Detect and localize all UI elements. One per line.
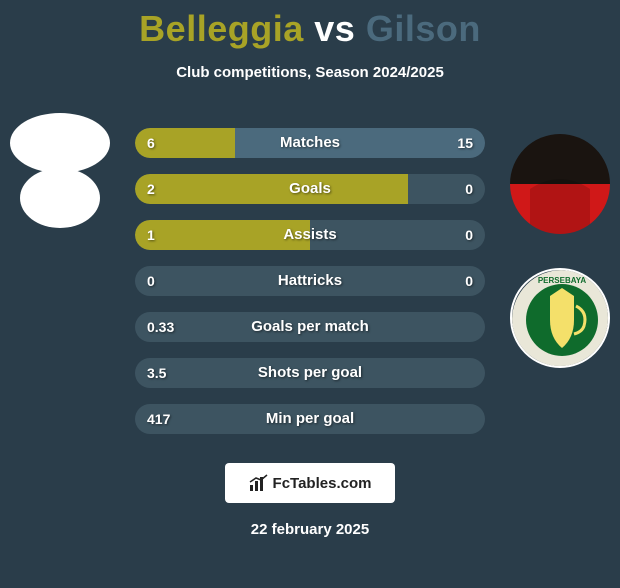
- stat-value-left: 0.33: [147, 312, 174, 342]
- stat-label: Matches: [135, 128, 485, 158]
- stat-value-left: 2: [147, 174, 155, 204]
- comparison-date: 22 february 2025: [0, 521, 620, 538]
- player1-name: Belleggia: [139, 8, 304, 49]
- stat-label: Min per goal: [135, 404, 485, 434]
- stat-value-right: 0: [465, 266, 473, 296]
- stat-value-left: 6: [147, 128, 155, 158]
- stat-label: Goals per match: [135, 312, 485, 342]
- avatar-ellipse: [10, 113, 110, 173]
- stat-value-right: 0: [465, 220, 473, 250]
- stat-value-right: 15: [457, 128, 473, 158]
- vs-label: vs: [314, 8, 355, 49]
- stat-value-left: 417: [147, 404, 170, 434]
- stat-label: Hattricks: [135, 266, 485, 296]
- stat-value-right: 0: [465, 174, 473, 204]
- fctables-logo: FcTables.com: [225, 463, 395, 503]
- stat-value-left: 0: [147, 266, 155, 296]
- svg-text:PERSEBAYA: PERSEBAYA: [538, 276, 587, 285]
- stat-label: Goals: [135, 174, 485, 204]
- player2-avatar: [510, 134, 610, 234]
- player2-club-logo: PERSEBAYA: [510, 268, 610, 368]
- stat-value-left: 3.5: [147, 358, 166, 388]
- stat-row: Min per goal417: [0, 404, 620, 434]
- stat-value-left: 1: [147, 220, 155, 250]
- avatar-ellipse: [20, 168, 100, 228]
- player2-name: Gilson: [366, 8, 481, 49]
- subtitle: Club competitions, Season 2024/2025: [0, 64, 620, 81]
- stat-label: Shots per goal: [135, 358, 485, 388]
- chart-icon: [249, 474, 269, 492]
- brand-text: FcTables.com: [273, 475, 372, 492]
- stat-label: Assists: [135, 220, 485, 250]
- comparison-title: Belleggia vs Gilson: [0, 8, 620, 50]
- stat-row: Shots per goal3.5: [0, 358, 620, 388]
